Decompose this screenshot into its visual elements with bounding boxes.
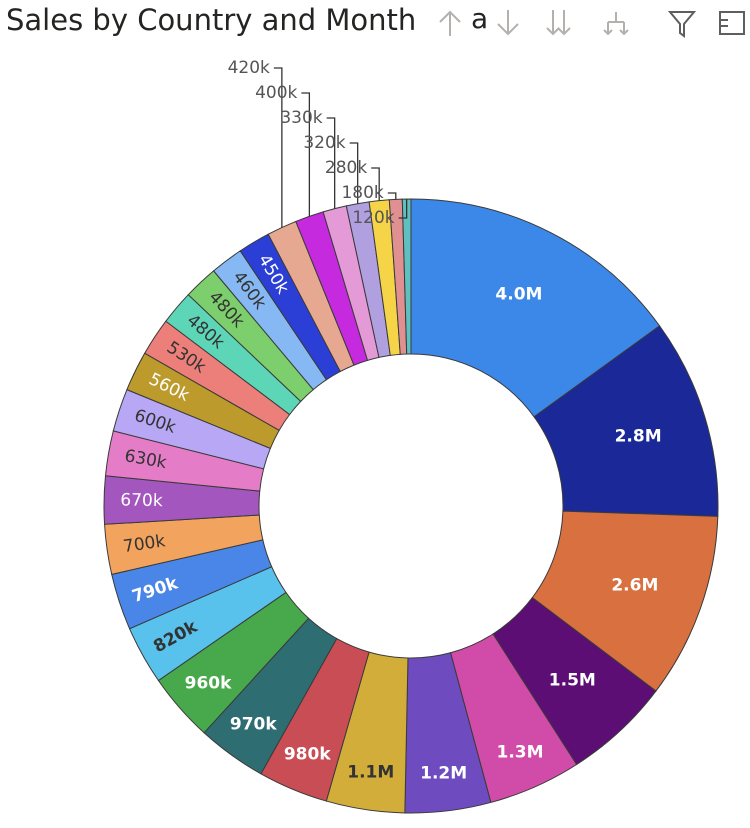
slice-data-label: 2.6M: [611, 575, 658, 595]
double-arrow-down-icon[interactable]: [542, 6, 574, 40]
leader-line: [273, 67, 283, 228]
slice-data-label: 1.3M: [496, 742, 543, 762]
arrow-up-icon[interactable]: [434, 6, 466, 40]
slice-data-label: 670k: [120, 490, 163, 511]
slice-data-label: 330k: [280, 108, 322, 128]
leader-line: [371, 167, 380, 201]
chart-title: Sales by Country and Month: [6, 3, 417, 37]
slice-data-label: 1.5M: [549, 670, 596, 690]
slice-data-label: 180k: [341, 183, 383, 203]
arrow-down-icon[interactable]: [492, 6, 524, 40]
slice-data-label: 960k: [185, 673, 232, 693]
leader-line: [349, 142, 359, 204]
leader-line: [398, 199, 408, 219]
donut-slice[interactable]: [410, 198, 661, 418]
title-fragment: a: [471, 2, 489, 35]
slice-data-label: 280k: [325, 158, 367, 178]
slices-group: [103, 198, 719, 814]
slice-data-label: 120k: [352, 208, 394, 228]
donut-slice[interactable]: [401, 198, 412, 355]
leader-lines: [273, 67, 408, 228]
visual-header-toolbar: a: [428, 0, 750, 44]
filter-icon[interactable]: [666, 6, 698, 40]
slice-data-label: 970k: [230, 715, 277, 735]
slice-data-label: 4.0M: [495, 284, 542, 304]
focus-mode-icon[interactable]: [714, 6, 746, 40]
slice-data-label: 2.8M: [615, 427, 662, 447]
leader-line: [301, 92, 311, 217]
slice-data-label: 1.1M: [347, 762, 394, 782]
slice-data-label: 980k: [284, 745, 331, 765]
slice-data-label: 400k: [255, 83, 297, 103]
leader-line: [326, 117, 336, 209]
expand-hierarchy-icon[interactable]: [600, 6, 632, 40]
leader-line: [387, 192, 397, 200]
slice-data-label: 420k: [228, 58, 270, 78]
slice-data-label: 320k: [303, 133, 345, 153]
slice-data-label: 1.2M: [420, 764, 467, 784]
